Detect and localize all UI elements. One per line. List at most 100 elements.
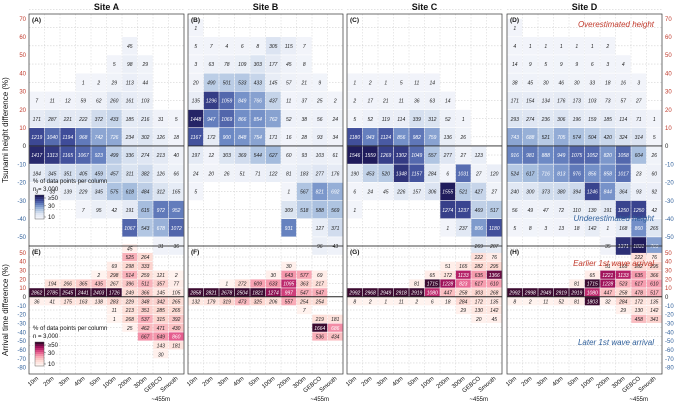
cell-label: 319	[223, 299, 232, 305]
heatmap-cell	[250, 91, 266, 110]
cell-label: 848	[238, 135, 247, 141]
heatmap-cell	[362, 164, 378, 183]
cell-label: 45	[127, 44, 133, 50]
cell-label: 217	[315, 282, 325, 288]
heatmap-cell	[522, 164, 538, 183]
cell-label: 115	[285, 44, 293, 50]
cell-label: 24	[331, 117, 338, 123]
heatmap-cell	[281, 279, 297, 288]
legend-frame	[34, 341, 45, 367]
heatmap-cell	[455, 109, 471, 128]
cell-label: 196	[573, 117, 582, 123]
cell-label: 44	[142, 80, 148, 86]
cell-label: 860	[635, 226, 644, 232]
heatmap-cell	[440, 91, 456, 110]
cell-label: 284	[458, 299, 468, 305]
heatmap-cell	[440, 261, 456, 270]
heatmap-cell	[281, 219, 297, 237]
cell-label: 1059	[221, 99, 232, 105]
cell-label: 473	[238, 299, 247, 305]
heatmap-cell	[122, 146, 138, 164]
heatmap-cell	[168, 288, 184, 297]
cell-label: 1133	[458, 273, 469, 279]
cell-label: 900	[223, 135, 232, 141]
cell-label: 518	[300, 208, 309, 214]
cell-label: 173	[573, 99, 582, 105]
heatmap-cell	[250, 109, 266, 128]
cell-label: 98	[127, 62, 133, 68]
heatmap-cell	[312, 109, 328, 128]
heatmap-cell	[378, 288, 394, 297]
cell-label: 34	[332, 135, 338, 141]
heatmap-cell	[631, 305, 647, 315]
cell-label: 2919	[570, 291, 582, 297]
legend-swatch	[35, 364, 44, 367]
heatmap-cell	[553, 55, 569, 73]
cell-label: 1448	[190, 117, 201, 123]
cell-label: 610	[650, 282, 659, 288]
heatmap-cell	[312, 182, 328, 201]
heatmap-cell	[522, 128, 538, 146]
cell-label: 183	[300, 171, 309, 177]
cell-label: 1049	[411, 153, 422, 159]
cell-label: 1124	[380, 135, 391, 141]
cell-label: 437	[269, 99, 278, 105]
cell-label: 265	[171, 308, 181, 314]
heatmap-cell	[122, 288, 138, 297]
heatmap-cell	[631, 288, 647, 297]
cell-label: 2998	[524, 291, 536, 297]
legend-tick-label: ≥50	[48, 196, 59, 202]
cell-label: 1194	[62, 135, 73, 141]
heatmap-cell	[29, 109, 45, 128]
cell-label: 923	[95, 153, 104, 159]
heatmap-cell	[486, 261, 502, 270]
heatmap-cell	[60, 146, 76, 164]
heatmap-cell	[522, 146, 538, 164]
heatmap-cell	[219, 37, 235, 55]
heatmap-cell	[122, 323, 138, 332]
heatmap-cell	[584, 37, 600, 55]
cell-label: 81	[414, 282, 420, 288]
cell-label: 295	[489, 264, 499, 270]
cell-label: 1167	[190, 135, 201, 141]
cell-label: 93	[317, 135, 323, 141]
cell-label: 577	[300, 273, 309, 279]
heatmap-cell	[600, 200, 616, 219]
cell-label: 5	[400, 80, 403, 86]
heatmap-cell	[553, 73, 569, 92]
ytick-label-right: 10	[665, 286, 672, 292]
ytick-label-left: 0	[23, 144, 27, 150]
heatmap-cell	[553, 219, 569, 237]
ytick-label-right: -40	[665, 330, 674, 336]
top-ylabel: Tsunami height difference (%)	[1, 77, 10, 183]
heatmap-cell	[188, 288, 204, 297]
cell-label: 2949	[539, 291, 551, 297]
cell-label: 743	[511, 135, 520, 141]
cell-label: 339	[413, 117, 422, 123]
cell-label: 726	[110, 135, 119, 141]
heatmap-cell	[646, 182, 662, 201]
heatmap-cell	[168, 341, 184, 350]
cell-label: 433	[110, 117, 119, 123]
cell-label: 557	[285, 299, 294, 305]
cell-label: 345	[95, 190, 104, 196]
heatmap-cell	[646, 252, 662, 262]
cell-label: 168	[619, 226, 628, 232]
ytick-label-right: 0	[665, 295, 669, 301]
cell-label: 45	[383, 190, 389, 196]
heatmap-cell	[234, 146, 250, 164]
cell-label: 806	[475, 226, 484, 232]
heatmap-cell	[522, 219, 538, 237]
heatmap-cell	[471, 252, 487, 262]
ytick-label-left: -20	[17, 181, 26, 187]
annotation-later: Later 1st wave arrival	[578, 338, 654, 347]
cell-label: 2862	[30, 291, 42, 297]
cell-label: 1715	[587, 282, 598, 288]
heatmap-cell	[600, 73, 616, 92]
legend-swatch	[35, 197, 44, 200]
cell-label: 856	[397, 135, 406, 141]
ytick-label-right: 20	[665, 277, 672, 283]
heatmap-cell	[569, 200, 585, 219]
panel-frame	[346, 245, 503, 375]
cell-label: 172	[444, 273, 453, 279]
